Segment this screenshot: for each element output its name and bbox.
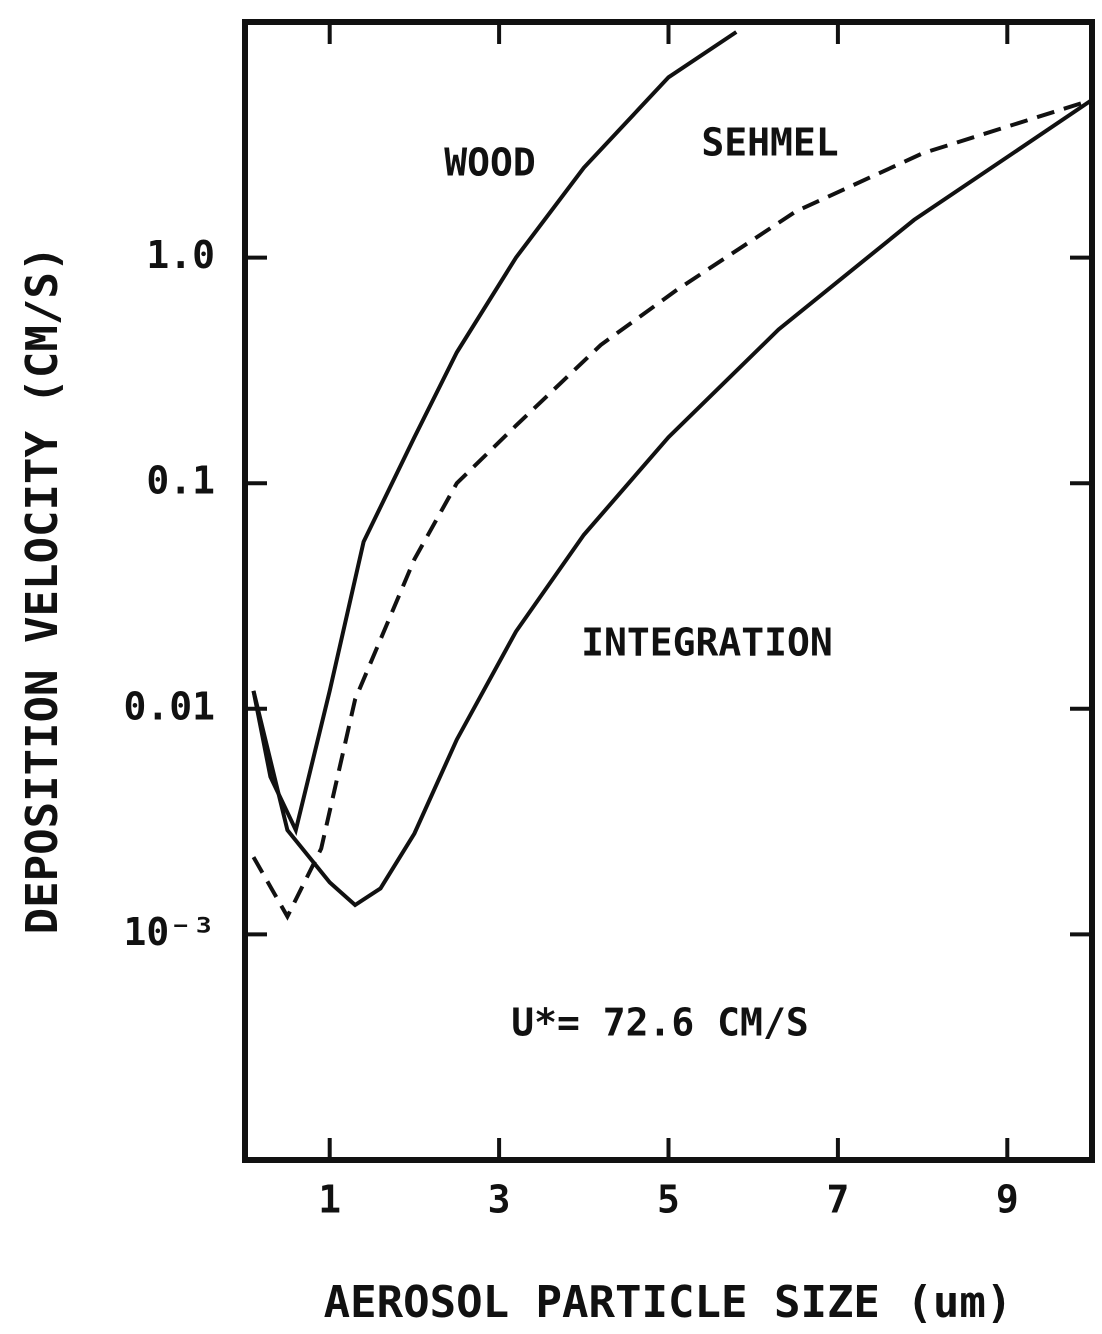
series-line	[251, 97, 1093, 921]
series-label: SEHMEL	[701, 121, 838, 165]
series-line	[251, 30, 738, 837]
series-line	[251, 98, 1094, 908]
x-tick-label: 1	[318, 1178, 341, 1222]
y-tick-label: 10⁻³	[123, 910, 215, 954]
x-tick-label: 3	[488, 1178, 511, 1222]
x-tick-label: 5	[657, 1178, 680, 1222]
x-tick-label: 9	[996, 1178, 1019, 1222]
series-label: INTEGRATION	[581, 621, 833, 665]
annotation: U*= 72.6 CM/S	[511, 1001, 808, 1045]
plot-frame	[242, 19, 1095, 1163]
y-tick-label: 0.1	[146, 459, 215, 503]
y-tick-label: 1.0	[146, 233, 215, 277]
x-axis-label: AEROSOL PARTICLE SIZE (um)	[324, 1277, 1013, 1328]
y-tick-label: 0.01	[123, 684, 215, 728]
y-axis-label: DEPOSITION VELOCITY (CM/S)	[17, 246, 68, 935]
x-tick-label: 7	[826, 1178, 849, 1222]
series-label: WOOD	[444, 141, 536, 185]
